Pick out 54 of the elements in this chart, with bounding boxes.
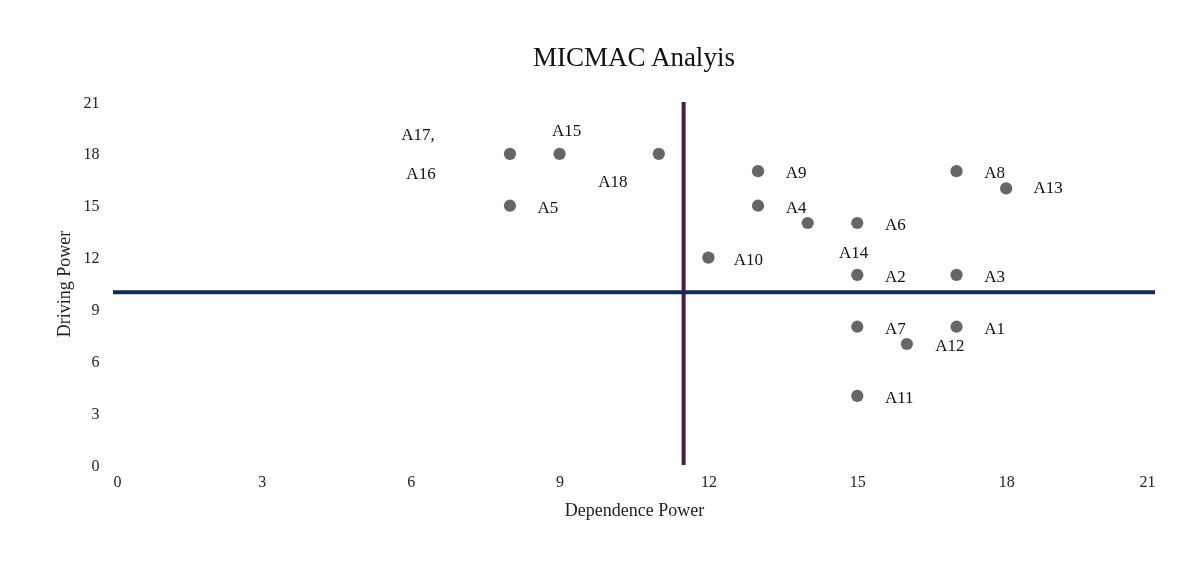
- y-tick-label: 18: [83, 145, 100, 163]
- point: [503, 199, 517, 212]
- point: [950, 165, 963, 178]
- annotation: A3: [984, 266, 1005, 286]
- annotation: A11: [884, 387, 914, 407]
- y-tick-label: 21: [83, 93, 100, 111]
- point: [652, 147, 665, 160]
- annotation: A16: [406, 164, 436, 183]
- annotation: A10: [733, 249, 764, 269]
- x-tick-label: 21: [1139, 472, 1156, 490]
- annotation: A8: [984, 163, 1005, 183]
- x-axis-title: Dependence Power: [564, 499, 705, 520]
- annotation: A9: [785, 163, 807, 183]
- point: [1000, 182, 1013, 195]
- point: [751, 165, 765, 178]
- point: [702, 251, 715, 264]
- annotation: A14: [839, 243, 869, 262]
- annotation: A1: [984, 318, 1005, 338]
- annotation: A2: [884, 266, 906, 286]
- annotation: A6: [884, 215, 906, 234]
- y-tick-label: 3: [91, 404, 100, 422]
- annotation: A17,: [401, 125, 435, 144]
- x-tick-label: 9: [556, 472, 565, 490]
- annotation: A4: [785, 197, 807, 217]
- annotation: A15: [551, 120, 582, 140]
- y-axis-title: Driving Power: [53, 230, 74, 338]
- point: [950, 320, 963, 333]
- y-tick-label: 0: [91, 456, 100, 474]
- point: [503, 147, 517, 160]
- annotation: A12: [935, 336, 965, 355]
- point: [851, 320, 864, 333]
- point: [851, 216, 864, 230]
- point: [851, 268, 864, 281]
- annotation: A13: [1033, 178, 1063, 198]
- point: [801, 216, 814, 230]
- y-tick-label: 15: [83, 197, 100, 215]
- x-tick-label: 3: [258, 472, 267, 490]
- point: [900, 337, 914, 351]
- annotation: A7: [884, 318, 907, 338]
- x-tick-label: 0: [113, 472, 122, 490]
- x-tick-label: 12: [700, 472, 717, 490]
- x-tick-label: 15: [849, 472, 866, 490]
- point: [851, 389, 864, 402]
- y-tick-label: 6: [91, 352, 100, 370]
- x-tick-label: 6: [407, 472, 416, 490]
- annotation: A18: [598, 171, 628, 191]
- point: [553, 147, 566, 160]
- point: [751, 199, 765, 212]
- x-tick-label: 18: [998, 472, 1015, 490]
- chart-title: MICMAC Analyis: [533, 42, 735, 72]
- y-tick-label: 12: [83, 249, 100, 267]
- annotation: A5: [537, 197, 559, 217]
- y-tick-label: 9: [91, 300, 100, 318]
- point: [950, 268, 963, 281]
